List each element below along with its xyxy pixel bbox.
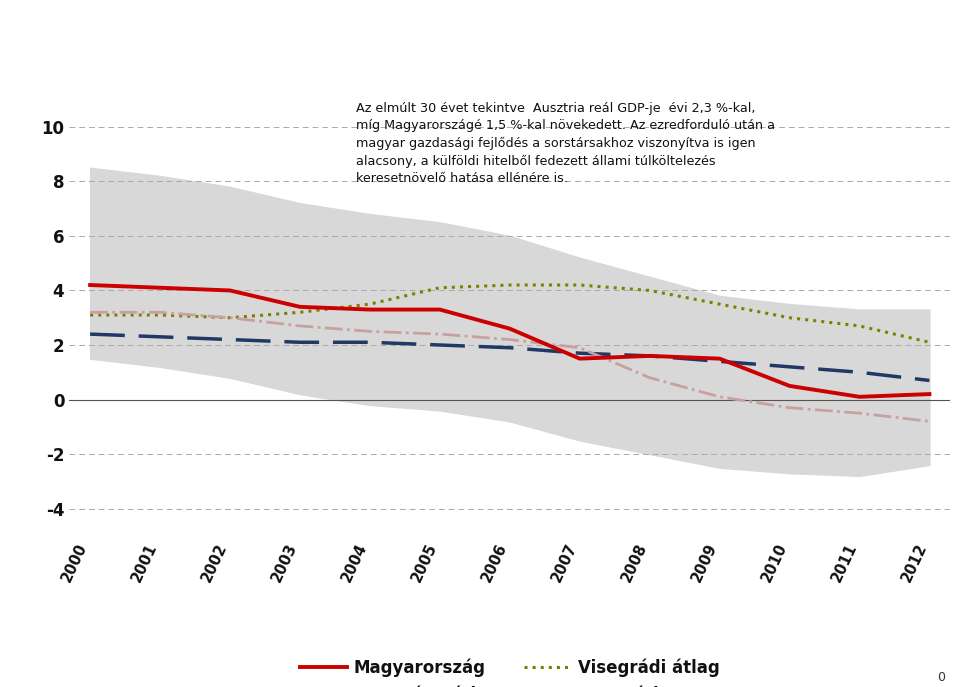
- Text: CSÖKKEN! A TRENDFORDULÓ SZÜKSÉGESSÉGE!: CSÖKKEN! A TRENDFORDULÓ SZÜKSÉGESSÉGE!: [17, 57, 725, 82]
- Text: A POTENCIALIS NÖVEKEDÉSI ÜTEM STAGNÁL VAGY: A POTENCIALIS NÖVEKEDÉSI ÜTEM STAGNÁL VA…: [17, 17, 766, 43]
- Legend: Magyarország, Eur ozóna átlag, Visegrádi átlag, PIIGS átlag: Magyarország, Eur ozóna átlag, Visegrádi…: [294, 652, 726, 687]
- Text: Az elmúlt 30 évet tekintve  Ausztria reál GDP-je  évi 2,3 %-kal,
míg Magyarorszá: Az elmúlt 30 évet tekintve Ausztria reál…: [355, 102, 775, 185]
- Text: 0: 0: [938, 671, 946, 684]
